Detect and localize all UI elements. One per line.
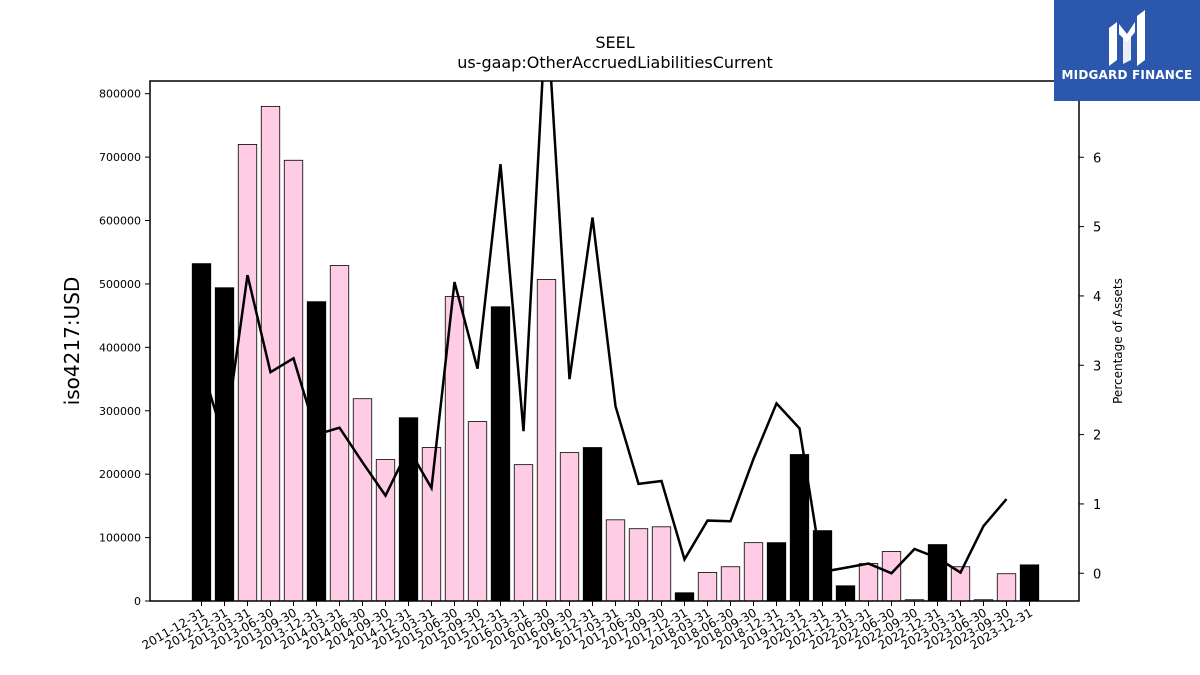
bars-layer [191,105,1040,602]
y-right-tick-label: 6 [1093,151,1101,166]
y-tick-label: 100000 [99,532,141,545]
bar-2013-12-31 [306,301,327,602]
y-right-tick-label: 2 [1093,429,1101,444]
logo-text: MIDGARD FINANCE [1061,68,1193,82]
y-tick-label: 700000 [99,151,141,164]
bar-2017-09-30 [651,526,672,602]
midgard-logo-icon [1109,10,1145,66]
y-tick-label: 800000 [99,88,141,101]
bar-2022-03-31 [858,563,879,602]
y-right-tick-label: 0 [1093,567,1101,582]
bar-2017-06-30 [628,528,649,602]
chart-title: SEEL [595,33,634,52]
bar-2017-03-31 [605,519,626,602]
bar-2011-12-31 [191,263,212,602]
bar-2014-03-31 [329,265,350,602]
y-tick-label: 300000 [99,405,141,418]
y-right-tick-label: 5 [1093,221,1101,236]
x-axis: 2011-12-312012-12-312013-03-312013-06-30… [140,601,1035,652]
bar-2016-03-31 [513,464,534,602]
bar-2015-03-31 [421,447,442,602]
y-axis-label-right: Percentage of Assets [1111,278,1125,404]
bar-2022-12-31 [927,544,948,602]
bar-2018-03-31 [697,572,718,602]
bar-2016-06-30 [536,279,557,602]
line-layer [200,81,1008,575]
bar-2014-06-30 [352,398,373,602]
bar-2018-12-31 [766,542,787,602]
bar-2013-03-31 [237,144,258,602]
logo: MIDGARD FINANCE [1054,0,1200,101]
y-axis-label: iso4217:USD [60,277,84,406]
bar-2023-12-31 [1019,564,1040,602]
bar-2023-09-30 [996,573,1017,602]
bar-2015-12-31 [490,306,511,602]
y-right-tick-label: 1 [1093,498,1101,513]
bar-2017-12-31 [674,592,695,602]
y-tick-label: 0 [134,595,141,608]
bar-2013-06-30 [260,105,281,602]
y-right-tick-label: 4 [1093,290,1101,305]
y-axis-right: 0 1 2 3 4 5 6 [1079,151,1101,582]
bar-2015-09-30 [467,421,488,602]
y-tick-label: 400000 [99,341,141,354]
bar-2021-12-31 [835,585,856,602]
y-axis-left: 0 100000 200000 300000 400000 500000 600000 700… [99,88,150,608]
bar-2012-12-31 [214,287,235,602]
y-right-tick-label: 3 [1093,359,1101,374]
bar-2014-12-31 [398,417,419,602]
bar-2016-12-31 [582,447,603,602]
y-tick-label: 600000 [99,215,141,228]
bar-2022-06-30 [881,551,902,602]
y-tick-label: 200000 [99,468,141,481]
chart-subtitle: us-gaap:OtherAccruedLiabilitiesCurrent [457,53,773,72]
bar-2018-06-30 [720,566,741,602]
bar-2018-09-30 [743,542,764,602]
plot-frame [149,80,1080,602]
percent-of-assets-line [200,81,1008,575]
bar-2016-09-30 [559,452,580,602]
y-tick-label: 500000 [99,278,141,291]
